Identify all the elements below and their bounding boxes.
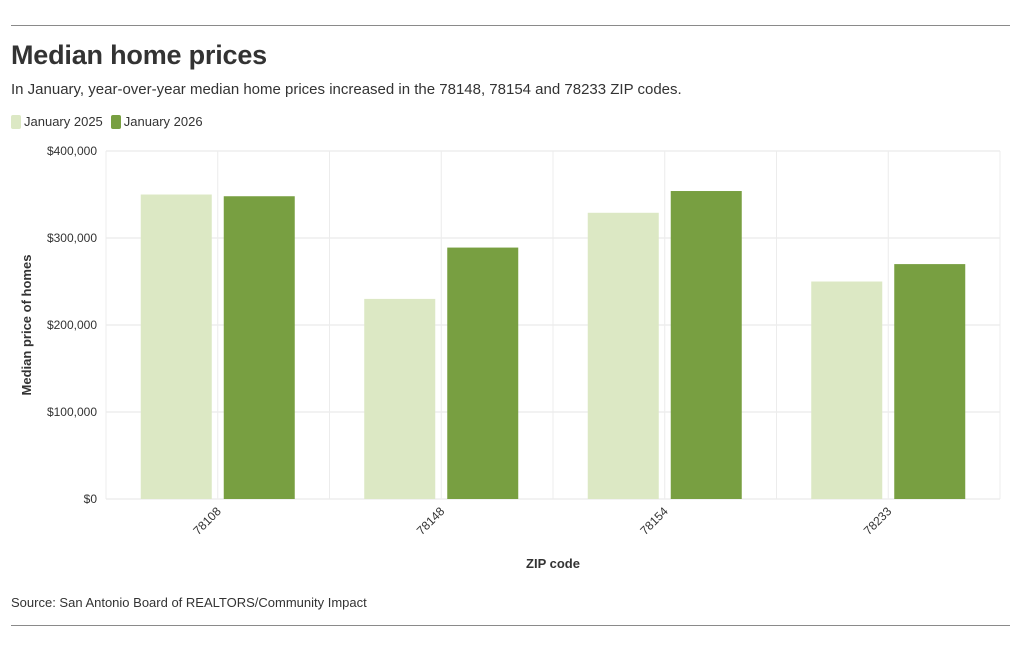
bottom-divider xyxy=(11,625,1010,626)
bar-78108-january-2025 xyxy=(140,194,212,499)
legend-item-january-2025[interactable]: January 2025 xyxy=(11,114,103,129)
bar-78108-january-2026 xyxy=(223,196,295,500)
x-tick-label: 78148 xyxy=(414,504,448,538)
top-divider xyxy=(11,25,1010,26)
bar-78148-january-2025 xyxy=(364,298,436,499)
chart-title: Median home prices xyxy=(11,40,267,70)
source-note: Source: San Antonio Board of REALTORS/Co… xyxy=(11,595,367,610)
bar-78233-january-2025 xyxy=(811,281,883,499)
x-tick-label: 78108 xyxy=(190,504,224,538)
legend-swatch-january-2025 xyxy=(11,114,21,129)
y-tick-label: $200,000 xyxy=(47,318,97,332)
chart-subtitle: In January, year-over-year median home p… xyxy=(11,81,682,98)
x-tick-label: 78154 xyxy=(637,504,671,538)
bar-78154-january-2026 xyxy=(670,191,742,499)
bar-78233-january-2026 xyxy=(894,264,966,499)
legend-item-january-2026[interactable]: January 2026 xyxy=(110,114,203,129)
x-tick-label: 78233 xyxy=(861,504,895,538)
legend-label-january-2025: January 2025 xyxy=(24,114,103,129)
y-tick-label: $0 xyxy=(84,492,98,506)
x-axis-title: ZIP code xyxy=(526,556,580,571)
legend-swatch-january-2026 xyxy=(110,114,121,129)
y-tick-label: $300,000 xyxy=(47,231,97,245)
legend: January 2025 January 2026 xyxy=(11,114,211,129)
y-tick-label: $400,000 xyxy=(47,144,97,158)
bar-78148-january-2026 xyxy=(447,247,519,499)
bar-78154-january-2025 xyxy=(587,212,659,499)
y-tick-label: $100,000 xyxy=(47,405,97,419)
y-axis-title: Median price of homes xyxy=(19,255,34,396)
legend-label-january-2026: January 2026 xyxy=(123,114,203,129)
